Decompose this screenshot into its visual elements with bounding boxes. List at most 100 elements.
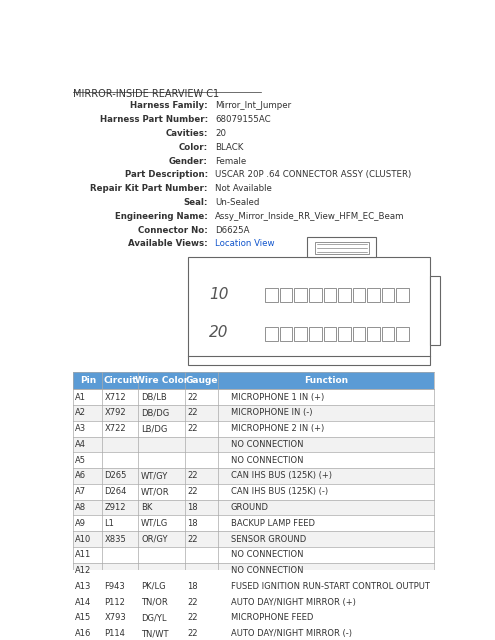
Bar [265, 289, 278, 302]
Text: L1: L1 [104, 519, 114, 528]
Text: NO CONNECTION: NO CONNECTION [231, 566, 303, 575]
Text: DB/LB: DB/LB [141, 392, 167, 402]
Bar [309, 289, 322, 302]
Text: Function: Function [304, 376, 348, 385]
Text: 22: 22 [187, 598, 198, 607]
Bar [382, 289, 395, 302]
Bar [367, 289, 380, 302]
Bar [73, 595, 434, 610]
Text: TN/WT: TN/WT [141, 629, 169, 638]
Text: Wire Color: Wire Color [135, 376, 189, 385]
Text: D265: D265 [104, 472, 127, 481]
Bar [73, 484, 434, 500]
Text: A8: A8 [75, 503, 86, 512]
Text: WT/LG: WT/LG [141, 519, 168, 528]
Text: MICROPHONE IN (-): MICROPHONE IN (-) [231, 408, 312, 417]
Text: USCAR 20P .64 CONNECTOR ASSY (CLUSTER): USCAR 20P .64 CONNECTOR ASSY (CLUSTER) [215, 170, 411, 179]
Text: 20: 20 [209, 325, 229, 340]
Text: 22: 22 [187, 534, 198, 543]
Text: LB/DG: LB/DG [141, 424, 167, 433]
Text: Color:: Color: [179, 143, 208, 152]
Text: X792: X792 [104, 408, 126, 417]
Text: NO CONNECTION: NO CONNECTION [231, 440, 303, 449]
Text: 22: 22 [187, 408, 198, 417]
Text: Pin: Pin [80, 376, 96, 385]
Bar [396, 289, 409, 302]
Text: DB/DG: DB/DG [141, 408, 169, 417]
Text: Seal:: Seal: [183, 198, 208, 207]
Text: MICROPHONE 2 IN (+): MICROPHONE 2 IN (+) [231, 424, 324, 433]
Text: Mirror_Int_Jumper: Mirror_Int_Jumper [215, 101, 292, 111]
Text: NO CONNECTION: NO CONNECTION [231, 456, 303, 465]
Bar [352, 289, 365, 302]
Bar [338, 289, 351, 302]
Bar [73, 468, 434, 484]
Text: Harness Part Number:: Harness Part Number: [99, 115, 208, 124]
Text: X793: X793 [104, 613, 126, 622]
Text: P114: P114 [104, 629, 125, 638]
Text: Repair Kit Part Number:: Repair Kit Part Number: [90, 184, 208, 193]
Text: Location View: Location View [215, 239, 275, 248]
Text: A7: A7 [75, 487, 86, 496]
Bar [73, 515, 434, 531]
Bar [396, 328, 409, 341]
Text: 22: 22 [187, 424, 198, 433]
Text: 18: 18 [187, 503, 198, 512]
Text: 20: 20 [215, 129, 226, 138]
Text: A3: A3 [75, 424, 86, 433]
Bar [367, 328, 380, 341]
Bar [265, 328, 278, 341]
Bar [307, 237, 376, 257]
Bar [324, 328, 336, 341]
Bar [73, 563, 434, 579]
Text: X722: X722 [104, 424, 126, 433]
Text: F943: F943 [104, 582, 125, 591]
Text: X835: X835 [104, 534, 126, 543]
Text: A12: A12 [75, 566, 92, 575]
Bar [73, 500, 434, 515]
Text: A10: A10 [75, 534, 92, 543]
Text: BK: BK [141, 503, 152, 512]
Text: Harness Family:: Harness Family: [130, 101, 208, 111]
Text: A9: A9 [75, 519, 86, 528]
Bar [309, 328, 322, 341]
Text: Female: Female [215, 157, 247, 166]
Bar [73, 579, 434, 594]
Text: 22: 22 [187, 613, 198, 622]
Text: GROUND: GROUND [231, 503, 269, 512]
Bar [73, 610, 434, 626]
Text: Cavities:: Cavities: [165, 129, 208, 138]
Text: Connector No:: Connector No: [138, 226, 208, 235]
Text: A2: A2 [75, 408, 86, 417]
Bar [73, 547, 434, 563]
Bar [280, 289, 293, 302]
Text: X712: X712 [104, 392, 126, 402]
Bar [338, 328, 351, 341]
Text: P112: P112 [104, 598, 125, 607]
Text: A5: A5 [75, 456, 86, 465]
Bar [382, 328, 395, 341]
Text: AUTO DAY/NIGHT MIRROR (+): AUTO DAY/NIGHT MIRROR (+) [231, 598, 355, 607]
Text: A4: A4 [75, 440, 86, 449]
Bar [73, 626, 434, 640]
Bar [73, 420, 434, 436]
Text: 18: 18 [187, 519, 198, 528]
Text: MICROPHONE 1 IN (+): MICROPHONE 1 IN (+) [231, 392, 324, 402]
Text: BACKUP LAMP FEED: BACKUP LAMP FEED [231, 519, 315, 528]
Text: SENSOR GROUND: SENSOR GROUND [231, 534, 306, 543]
Text: Circuit: Circuit [103, 376, 137, 385]
Text: 10: 10 [209, 287, 229, 302]
Bar [189, 257, 430, 365]
Text: Gauge: Gauge [185, 376, 218, 385]
Text: MIRROR-INSIDE REARVIEW C1: MIRROR-INSIDE REARVIEW C1 [73, 89, 219, 99]
Text: Z912: Z912 [104, 503, 126, 512]
Text: A16: A16 [75, 629, 92, 638]
Text: Not Available: Not Available [215, 184, 272, 193]
Text: FUSED IGNITION RUN-START CONTROL OUTPUT: FUSED IGNITION RUN-START CONTROL OUTPUT [231, 582, 430, 591]
Text: 22: 22 [187, 392, 198, 402]
Text: Available Views:: Available Views: [128, 239, 208, 248]
Text: AUTO DAY/NIGHT MIRROR (-): AUTO DAY/NIGHT MIRROR (-) [231, 629, 351, 638]
Text: WT/OR: WT/OR [141, 487, 170, 496]
Text: A1: A1 [75, 392, 86, 402]
Text: Un-Sealed: Un-Sealed [215, 198, 260, 207]
